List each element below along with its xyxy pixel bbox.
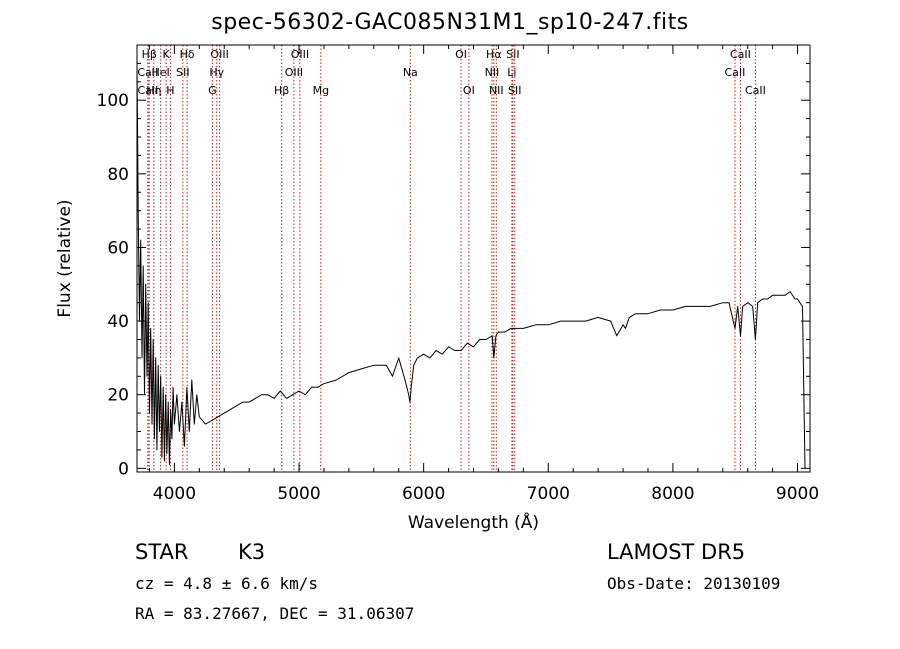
spectral-line-label: G xyxy=(208,84,217,97)
spectral-line-label: Hβ xyxy=(142,48,157,61)
x-tick-label: 7000 xyxy=(527,484,570,504)
obs-date: Obs-Date: 20130109 xyxy=(607,574,781,593)
survey-label: LAMOST DR5 xyxy=(607,540,746,564)
x-tick-label: 8000 xyxy=(651,484,694,504)
spectral-line-label: SII xyxy=(506,48,519,61)
spectral-line-label: OI xyxy=(455,48,467,61)
object-class: STAR xyxy=(135,540,189,564)
spectral-line-label: CaII xyxy=(725,66,746,79)
spectral-line-label: Hη xyxy=(146,84,161,97)
x-tick-label: 9000 xyxy=(776,484,819,504)
y-tick-label: 40 xyxy=(107,312,129,332)
spectral-line-label: OIII xyxy=(291,48,309,61)
spectral-line-label: Mg xyxy=(313,84,329,97)
y-tick-label: 80 xyxy=(107,165,129,185)
spectral-line-label: SII xyxy=(508,84,521,97)
x-tick-label: 5000 xyxy=(277,484,320,504)
spectral-line-label: CaII xyxy=(137,66,158,79)
spectral-line-label: CaII xyxy=(138,84,159,97)
spectral-line-label: Hδ xyxy=(180,48,195,61)
spectral-line-label: H xyxy=(166,84,174,97)
plot-frame xyxy=(136,44,811,473)
spectral-line-label: NII xyxy=(489,84,504,97)
spectral-line-label: OI xyxy=(463,84,475,97)
spectral-line-label: Li xyxy=(507,66,516,79)
spectral-line-label: NII xyxy=(485,66,500,79)
spectral-line-label: K xyxy=(163,48,171,61)
spectral-line-label: OIII xyxy=(285,66,303,79)
x-tick-label: 6000 xyxy=(402,484,445,504)
spectral-line-label: HeI xyxy=(152,66,170,79)
y-tick-label: 100 xyxy=(97,91,129,111)
spectral-line-label: SII xyxy=(176,66,189,79)
spectral-line-label: Hα xyxy=(486,48,502,61)
redshift-readout: cz = 4.8 ± 6.6 km/s xyxy=(135,574,319,593)
spectrum-series xyxy=(136,63,806,469)
object-subclass: K3 xyxy=(238,540,266,564)
spectral-line-label: CaII xyxy=(745,84,766,97)
spectral-line-label: CaII xyxy=(730,48,751,61)
y-tick-label: 60 xyxy=(107,238,129,258)
spectral-line-label: Hβ xyxy=(274,84,289,97)
y-tick-label: 0 xyxy=(118,459,129,479)
spectral-line-label: Hγ xyxy=(209,66,224,79)
x-tick-label: 4000 xyxy=(153,484,196,504)
y-tick-label: 20 xyxy=(107,386,129,406)
y-axis-title: Flux (relative) xyxy=(55,199,75,317)
chart-title: spec-56302-GAC085N31M1_sp10-247.fits xyxy=(211,10,689,35)
x-axis-title: Wavelength (Å) xyxy=(408,511,539,533)
spectral-line-label: OIII xyxy=(210,48,228,61)
spectral-line-label: Na xyxy=(403,66,418,79)
coordinates-readout: RA = 83.27667, DEC = 31.06307 xyxy=(135,604,415,623)
